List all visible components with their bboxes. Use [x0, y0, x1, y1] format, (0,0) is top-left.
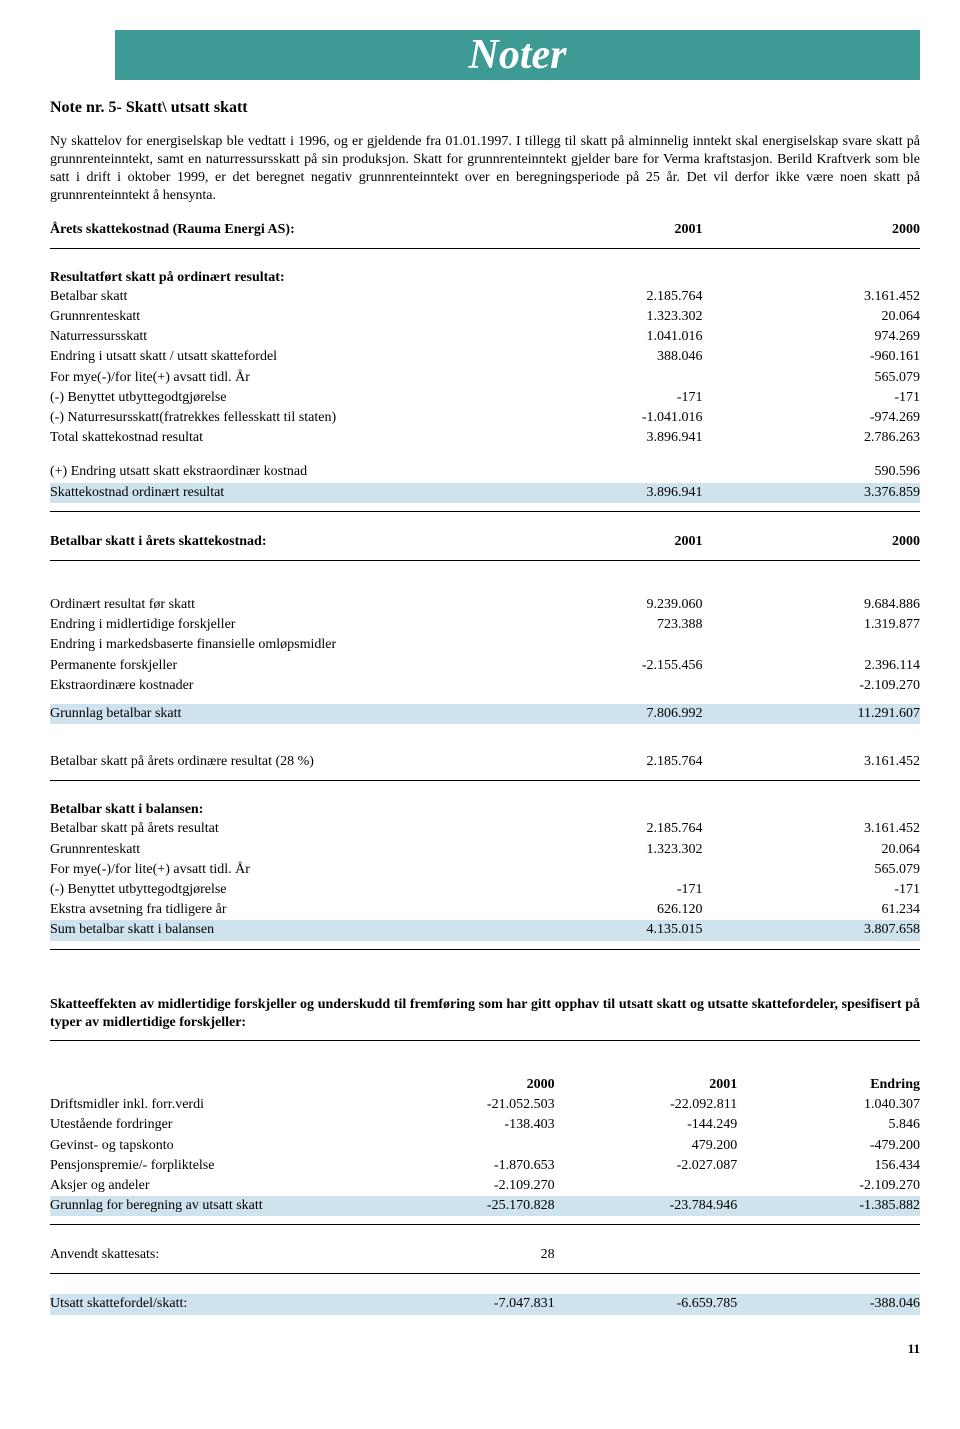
divider — [50, 949, 920, 950]
section2-year2: 2000 — [703, 532, 921, 552]
utsatt-row-table: Utsatt skattefordel/skatt:-7.047.831-6.6… — [50, 1294, 920, 1314]
table-row: Naturressursskatt1.041.016974.269 — [50, 327, 920, 347]
section1-heading-text: Årets skattekostnad (Rauma Energi AS): — [50, 220, 485, 240]
section2-heading-text: Betalbar skatt i årets skattekostnad: — [50, 532, 485, 552]
section2-year1: 2001 — [485, 532, 703, 552]
divider — [50, 780, 920, 781]
divider — [50, 1273, 920, 1274]
section1-year2: 2000 — [703, 220, 921, 240]
table-row: Betalbar skatt på årets resultat2.185.76… — [50, 819, 920, 839]
table-row: (-) Naturresursskatt(fratrekkes fellessk… — [50, 408, 920, 428]
table-row: (-) Benyttet utbyttegodtgjørelse-171-171 — [50, 388, 920, 408]
section1-table: Betalbar skatt2.185.7643.161.452 Grunnre… — [50, 287, 920, 503]
table-row: (+) Endring utsatt skatt ekstraordinær k… — [50, 462, 920, 482]
section2-table: Ordinært resultat før skatt9.239.0609.68… — [50, 595, 920, 772]
table-row-highlight: Grunnlag for beregning av utsatt skatt-2… — [50, 1196, 920, 1216]
section4-table: 2000 2001 Endring Driftsmidler inkl. for… — [50, 1075, 920, 1216]
table-row: Permanente forskjeller-2.155.4562.396.11… — [50, 656, 920, 676]
table-row: Grunnrenteskatt1.323.30220.064 — [50, 840, 920, 860]
table-row: Ekstraordinære kostnader-2.109.270 — [50, 676, 920, 696]
header-bar: Noter — [115, 30, 920, 80]
table-row: Ordinært resultat før skatt9.239.0609.68… — [50, 595, 920, 615]
divider — [50, 248, 920, 249]
header-title: Noter — [469, 28, 567, 83]
table-row: Endring i utsatt skatt / utsatt skattefo… — [50, 347, 920, 367]
table-row: Gevinst- og tapskonto479.200-479.200 — [50, 1136, 920, 1156]
section1-heading-table: Årets skattekostnad (Rauma Energi AS): 2… — [50, 220, 920, 240]
divider — [50, 511, 920, 512]
table-row: Driftsmidler inkl. forr.verdi-21.052.503… — [50, 1095, 920, 1115]
table-row-highlight: Utsatt skattefordel/skatt:-7.047.831-6.6… — [50, 1294, 920, 1314]
section4-intro: Skatteeffekten av midlertidige forskjell… — [50, 996, 920, 1032]
table-row: For mye(-)/for lite(+) avsatt tidl. År56… — [50, 860, 920, 880]
divider — [50, 560, 920, 561]
table-row: Pensjonspremie/- forpliktelse-1.870.653-… — [50, 1156, 920, 1176]
table-row: Endring i markedsbaserte finansielle oml… — [50, 635, 920, 655]
page-number: 11 — [50, 1341, 920, 1358]
table-row: (-) Benyttet utbyttegodtgjørelse-171-171 — [50, 880, 920, 900]
note-paragraph: Ny skattelov for energiselskap ble vedta… — [50, 133, 920, 206]
table-header-row: 2000 2001 Endring — [50, 1075, 920, 1095]
skattesats-row: Anvendt skattesats:28 — [50, 1245, 920, 1265]
divider — [50, 1224, 920, 1225]
note-heading: Note nr. 5- Skatt\ utsatt skatt — [50, 98, 920, 119]
section2-heading-table: Betalbar skatt i årets skattekostnad: 20… — [50, 532, 920, 552]
section3-heading: Betalbar skatt i balansen: — [50, 801, 920, 819]
table-row: Betalbar skatt2.185.7643.161.452 — [50, 287, 920, 307]
table-row: Ekstra avsetning fra tidligere år626.120… — [50, 900, 920, 920]
table-row-highlight: Skattekostnad ordinært resultat3.896.941… — [50, 483, 920, 503]
table-row: Total skattekostnad resultat3.896.9412.7… — [50, 428, 920, 448]
table-row: For mye(-)/for lite(+) avsatt tidl. År56… — [50, 368, 920, 388]
divider — [50, 1040, 920, 1041]
table-row: Endring i midlertidige forskjeller723.38… — [50, 615, 920, 635]
table-row: Aksjer og andeler-2.109.270-2.109.270 — [50, 1176, 920, 1196]
section1-year1: 2001 — [485, 220, 703, 240]
table-row-highlight: Grunnlag betalbar skatt7.806.99211.291.6… — [50, 704, 920, 724]
table-row: Betalbar skatt på årets ordinære resulta… — [50, 752, 920, 772]
table-row: Utestående fordringer-138.403-144.2495.8… — [50, 1115, 920, 1135]
table-row-highlight: Sum betalbar skatt i balansen4.135.0153.… — [50, 920, 920, 940]
section3-table: Betalbar skatt på årets resultat2.185.76… — [50, 819, 920, 940]
table-row: Grunnrenteskatt1.323.30220.064 — [50, 307, 920, 327]
section1-subheading: Resultatført skatt på ordinært resultat: — [50, 269, 920, 287]
table-row: Anvendt skattesats:28 — [50, 1245, 920, 1265]
